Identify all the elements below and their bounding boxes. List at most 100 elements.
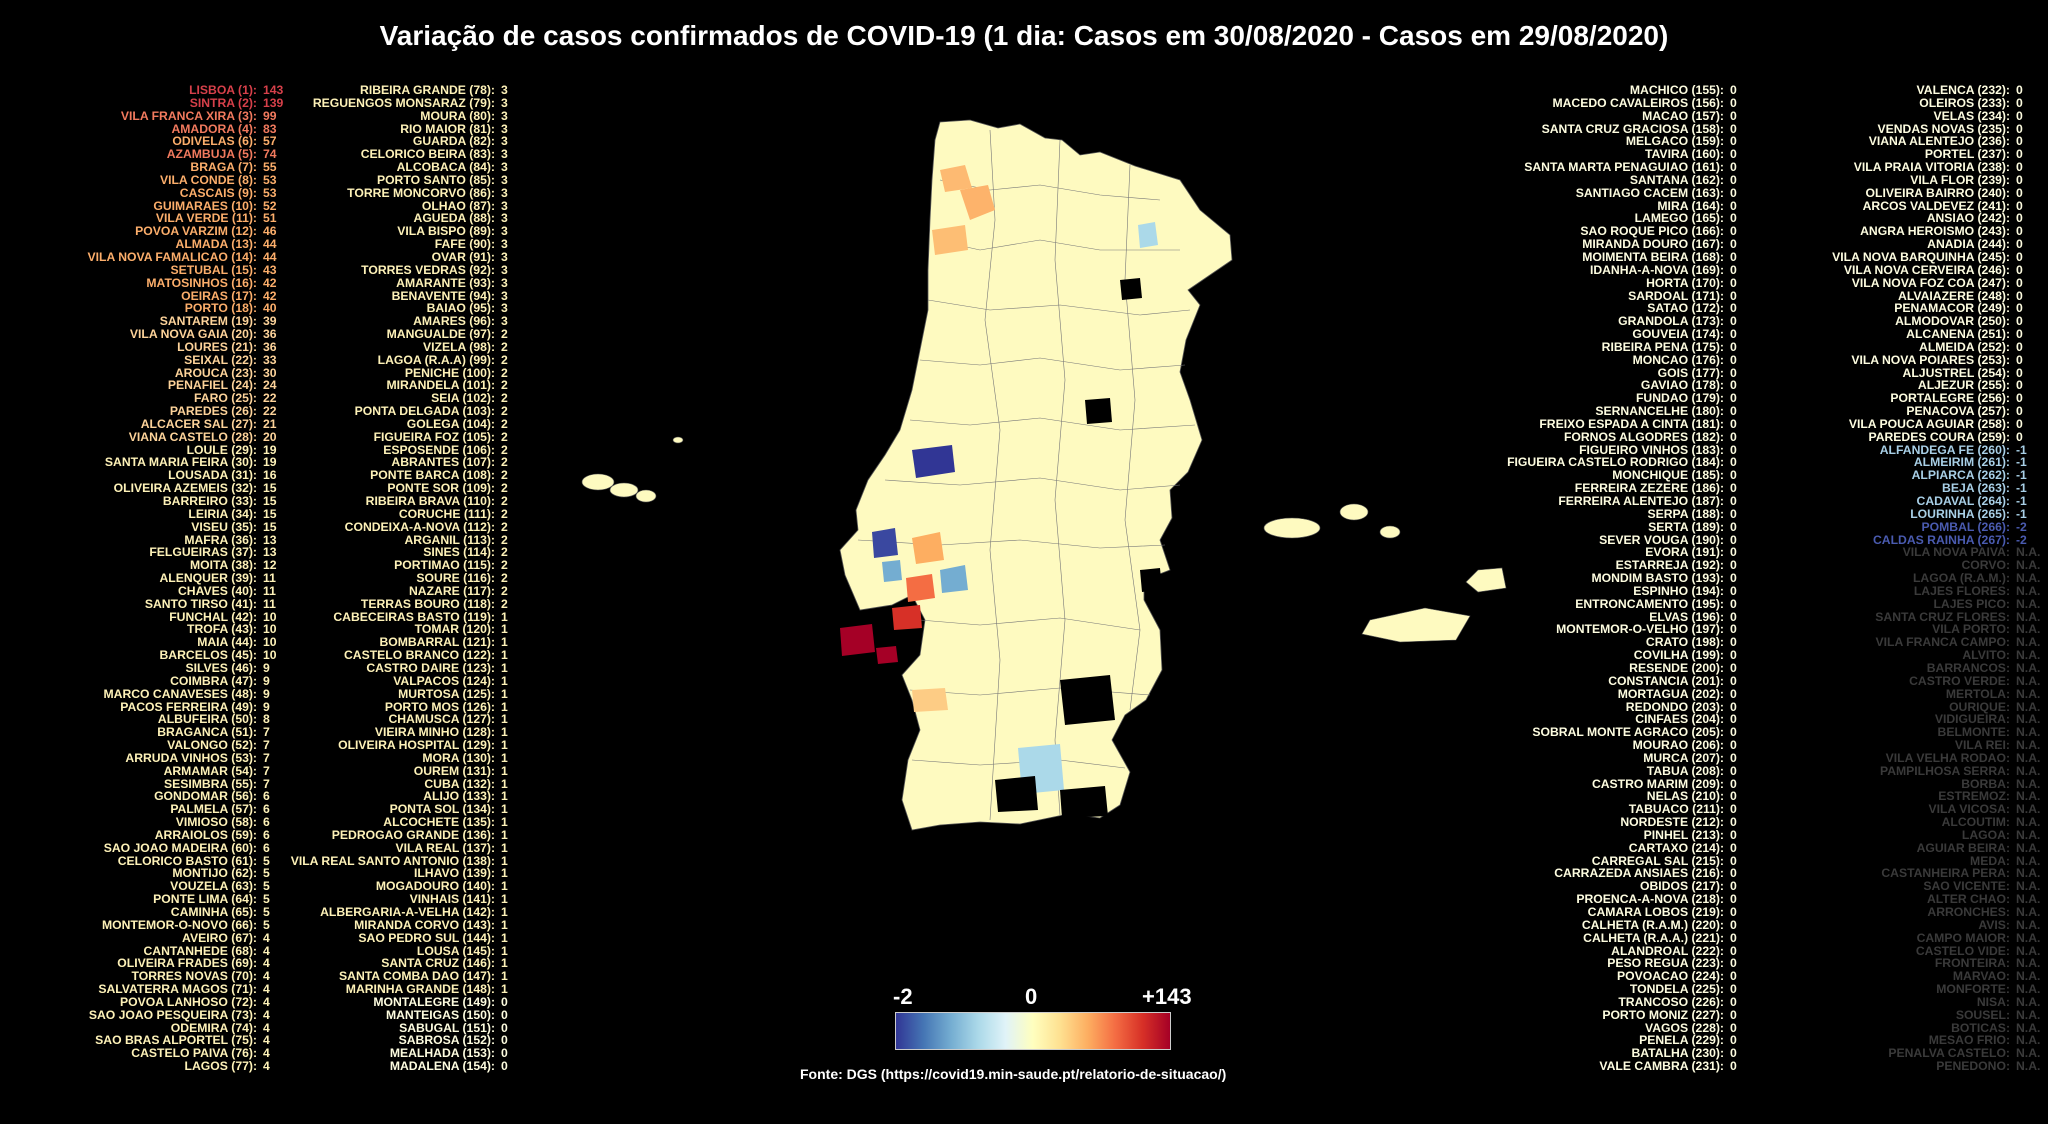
legend-row: PONTA SOL (134): 1 [265,803,537,816]
legend-row: POVOA LANHOSO (72): 4 [0,996,299,1009]
municipality-name: PONTA DELGADA (103): [354,404,495,419]
legend-row: IDANHA-A-NOVA (169): 0 [1470,263,1766,277]
case-change-value: 1 [501,982,508,997]
municipality-name: FUNDAO (179): [1635,391,1724,406]
case-change-value: 1 [501,673,508,688]
legend-row: HORTA (170): 0 [1470,276,1766,290]
municipality-name: FRONTEIRA: [1934,956,2010,971]
case-change-value: 5 [263,866,270,881]
legend-row: AVEIRO (67): 4 [0,931,299,945]
legend-row: TROFA (43): 10 [0,623,299,636]
case-change-value: N.A. [2016,840,2041,855]
case-change-value: 36 [263,327,277,342]
colorbar-max-label: +143 [1142,984,1192,1009]
municipality-name: MIRANDA DOURO (167): [1582,237,1724,252]
municipality-name: ALMODOVAR (250): [1895,314,2010,329]
case-change-value: 3 [501,198,508,213]
legend-row: MANTEIGAS (150): 0 [265,1008,537,1022]
case-change-value: -1 [2016,506,2027,521]
legend-row: OLIVEIRA HOSPITAL (129): 1 [265,739,537,752]
case-change-value: 0 [1730,198,1737,213]
case-change-value: 0 [1730,763,1737,778]
legend-row: SERNANCELHE (180): 0 [1470,405,1766,418]
legend-row: PACOS FERREIRA (49): 9 [0,700,299,714]
municipality-name: OLHAO (87): [421,198,495,213]
legend-row: ANSIAO (242): 0 [1765,212,2048,225]
municipality-name: MONTEMOR-O-NOVO (66): [101,917,257,932]
municipality-name: LOULE (29): [186,442,257,457]
municipality-name: TERRAS BOURO (118): [360,596,495,611]
azores-west [581,436,684,503]
case-change-value: N.A. [2016,648,2041,663]
case-change-value: 1 [501,827,508,842]
case-change-value: 0 [1730,750,1737,765]
case-change-value: 1 [501,892,508,907]
legend-row: PALMELA (57): 6 [0,803,299,816]
municipality-name: CALDAS RAINHA (267): [1872,532,2010,547]
legend-row: POVOA VARZIM (12): 46 [0,225,299,238]
legend-row: NORDESTE (212): 0 [1470,816,1766,829]
legend-row: VILA REI: N.A. [1765,739,2048,752]
legend-row: VILA NOVA CERVEIRA (246): 0 [1765,263,2048,277]
municipality-name: VILA FLOR (239): [1910,172,2010,187]
legend-row: FERREIRA ZEZERE (186): 0 [1470,482,1766,495]
legend-row: PORTEL (237): 0 [1765,148,2048,161]
legend-row: ANADIA (244): 0 [1765,238,2048,251]
municipality-name: BATALHA (230): [1631,1046,1724,1061]
municipality-name: EVORA (191): [1645,545,1724,560]
municipality-name: ALFANDEGA FE (260): [1879,442,2010,457]
case-change-value: 0 [2016,352,2023,367]
legend-row: OLIVEIRA BAIRRO (240): 0 [1765,186,2048,200]
case-change-value: 22 [263,404,277,419]
municipality-name: LAGOA (R.A.M.): [1912,571,2010,586]
legend-row: OBIDOS (217): 0 [1470,880,1766,893]
case-change-value: 53 [263,185,277,200]
legend-row: VILA POUCA AGUIAR (258): 0 [1765,418,2048,431]
case-change-value: 12 [263,558,277,573]
municipality-name: OUREM (131): [413,763,495,778]
case-change-value: N.A. [2016,699,2041,714]
municipality-name: ALPIARCA (262): [1911,468,2010,483]
municipality-name: LAGOA (R.A.A) (99): [377,352,495,367]
legend-row: CASTELO BRANCO (122): 1 [265,649,537,662]
case-change-value: N.A. [2016,1046,2041,1061]
case-change-value: N.A. [2016,545,2041,560]
municipality-name: LAMEGO (165): [1634,211,1724,226]
municipality-name: PROENCA-A-NOVA (218): [1576,892,1724,907]
case-change-value: 1 [501,763,508,778]
legend-row: MONFORTE: N.A. [1765,983,2048,996]
municipality-name: OBIDOS (217): [1640,879,1724,894]
municipality-name: CRATO (198): [1645,635,1724,650]
case-change-value: 10 [263,635,277,650]
case-change-value: 4 [263,994,270,1009]
legend-row: VILA VERDE (11): 51 [0,212,299,225]
legend-row: BELMONTE: N.A. [1765,726,2048,739]
legend-row: AMADORA (4): 83 [0,122,299,136]
legend-row: CUBA (132): 1 [265,777,537,791]
legend-row: AGUEDA (88): 3 [265,212,537,225]
legend-row: SOURE (116): 2 [265,572,537,585]
case-change-value: 5 [263,879,270,894]
legend-row: MOURAO (206): 0 [1470,739,1766,752]
municipality-name: ALCOCHETE (135): [383,815,495,830]
municipality-name: BORBA: [1961,776,2010,791]
case-change-value: N.A. [2016,660,2041,675]
legend-row: CASTELO VIDE: N.A. [1765,944,2048,958]
case-change-value: 15 [263,519,277,534]
region-alfandega-fe [1138,222,1158,248]
legend-column-3: MACHICO (155): 0 MACEDO CAVALEIROS (156): 0… [1470,84,1766,1073]
case-change-value: N.A. [2016,622,2041,637]
case-change-value: 0 [1730,994,1737,1009]
case-change-value: 0 [1730,108,1737,123]
case-change-value: 7 [263,763,270,778]
legend-row: SERTA (189): 0 [1470,520,1766,534]
case-change-value: 1 [501,866,508,881]
legend-row: MESAO FRIO: N.A. [1765,1034,2048,1047]
case-change-value: 4 [263,1020,270,1035]
case-change-value: 0 [1730,840,1737,855]
case-change-value: -1 [2016,494,2027,508]
case-change-value: 0 [1730,83,1737,97]
case-change-value: 19 [263,455,277,470]
case-change-value: N.A. [2016,956,2041,971]
case-change-value: 3 [501,83,508,97]
